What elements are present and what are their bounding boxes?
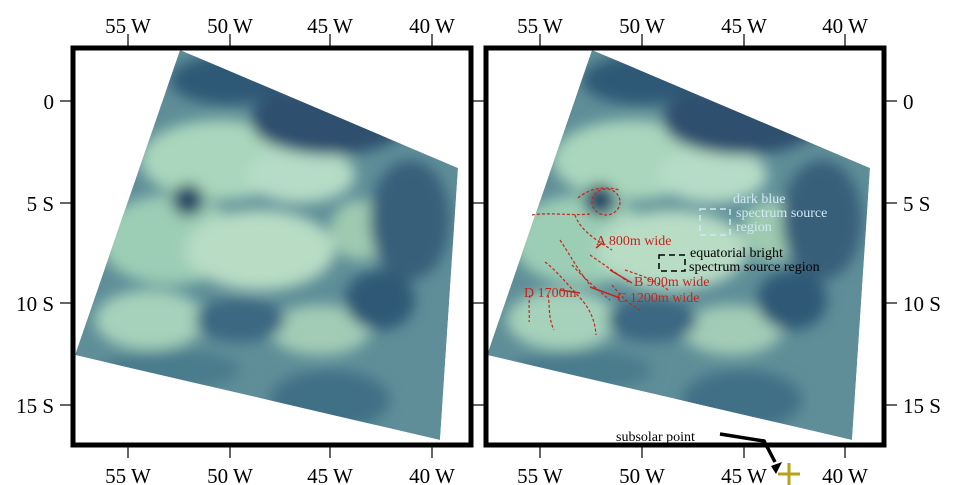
equatorial-label-line1: equatorial bright bbox=[690, 246, 783, 261]
subsolar-label: subsolar point bbox=[616, 430, 695, 445]
right-lat-tick-label: 0 bbox=[903, 90, 914, 114]
axis-tick-labels: 55 W 55 W 50 W 50 W 45 W 45 W 40 W 40 W 55 W 55 W… bbox=[16, 14, 941, 485]
top-lon-tick-label: 50 W bbox=[207, 14, 253, 38]
channel-a-label: A 800m wide bbox=[596, 234, 671, 249]
dark-blue-label-line2: spectrum source bbox=[736, 206, 827, 221]
subsolar-arrow-head bbox=[771, 462, 782, 474]
channel-leader-lines bbox=[559, 242, 633, 299]
dark-blue-region-box bbox=[699, 208, 731, 236]
equatorial-region-box bbox=[658, 254, 686, 272]
top-lon-tick-label: 45 W bbox=[721, 14, 767, 38]
subsolar-marker: subsolar point bbox=[616, 430, 800, 485]
left-panel-map bbox=[70, 45, 474, 448]
right-lat-tick-label: 5 S bbox=[903, 192, 930, 216]
right-panel-map: A 800m wide B 900m wide C 1200m wide D 1… bbox=[483, 45, 887, 448]
subsolar-arrow-line bbox=[719, 432, 777, 463]
left-lat-tick-label: 10 S bbox=[16, 292, 54, 316]
channel-c-label: C 1200m wide bbox=[617, 291, 699, 306]
top-lon-tick-label: 55 W bbox=[105, 14, 151, 38]
dark-blue-label-line3: region bbox=[736, 220, 772, 235]
bottom-lon-tick-label: 45 W bbox=[307, 464, 353, 485]
bottom-lon-tick-label: 55 W bbox=[517, 464, 563, 485]
top-lon-tick-label: 55 W bbox=[517, 14, 563, 38]
top-lon-tick-label: 50 W bbox=[619, 14, 665, 38]
dark-blue-label-line1: dark blue bbox=[733, 192, 785, 207]
bottom-lon-tick-label: 55 W bbox=[105, 464, 151, 485]
left-lat-tick-label: 5 S bbox=[27, 192, 54, 216]
bottom-lon-tick-label: 45 W bbox=[721, 464, 767, 485]
top-lon-tick-label: 40 W bbox=[409, 14, 455, 38]
bottom-lon-tick-label: 40 W bbox=[822, 464, 868, 485]
bottom-lon-tick-label: 40 W bbox=[409, 464, 455, 485]
right-lat-tick-label: 15 S bbox=[903, 394, 941, 418]
equatorial-label-line2: spectrum source region bbox=[689, 260, 820, 275]
axis-ticks bbox=[60, 34, 897, 458]
left-lat-tick-label: 0 bbox=[44, 90, 55, 114]
bottom-lon-tick-label: 50 W bbox=[207, 464, 253, 485]
top-lon-tick-label: 45 W bbox=[307, 14, 353, 38]
channel-d-label: D 1700m bbox=[524, 286, 577, 301]
channel-b-label: B 900m wide bbox=[634, 275, 709, 290]
bottom-lon-tick-label: 50 W bbox=[619, 464, 665, 485]
left-lat-tick-label: 15 S bbox=[16, 394, 54, 418]
top-lon-tick-label: 40 W bbox=[822, 14, 868, 38]
right-lat-tick-label: 10 S bbox=[903, 292, 941, 316]
right-panel-frame bbox=[483, 45, 887, 448]
left-panel-frame bbox=[70, 45, 474, 448]
